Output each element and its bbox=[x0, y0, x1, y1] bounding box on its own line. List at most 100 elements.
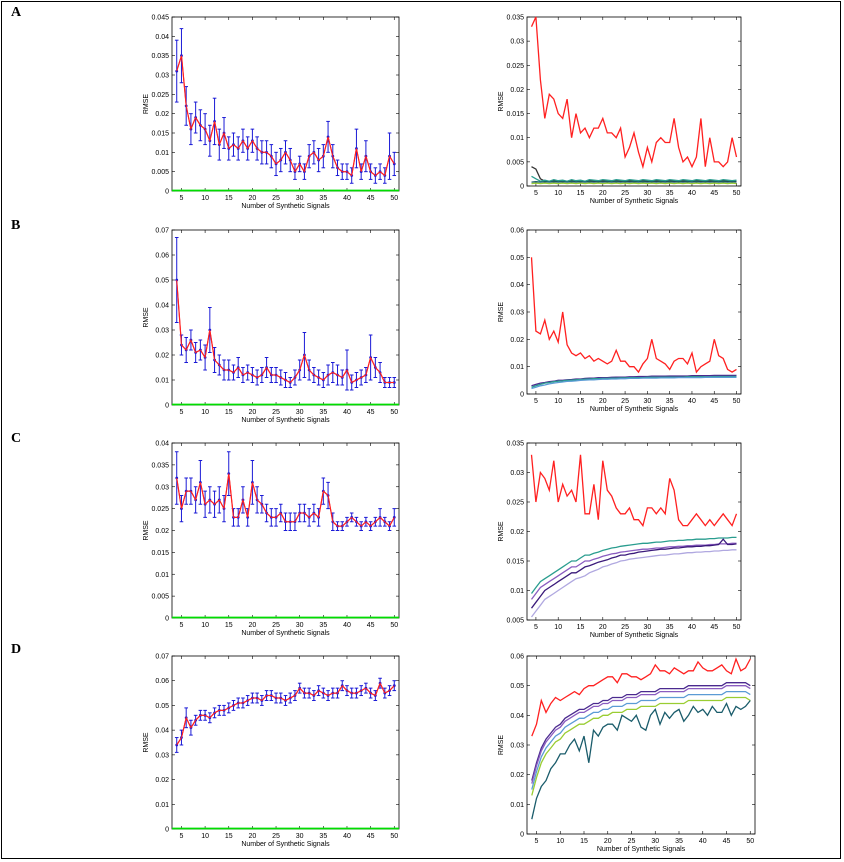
x-tick-label: 15 bbox=[580, 838, 588, 845]
y-tick-label: 0.01 bbox=[510, 135, 524, 142]
x-tick-label: 45 bbox=[710, 190, 718, 197]
y-tick-label: 0.03 bbox=[155, 73, 169, 80]
y-tick-label: 0.005 bbox=[506, 618, 524, 625]
y-tick-label: 0.01 bbox=[155, 378, 169, 385]
series-line bbox=[531, 376, 737, 390]
chart-b-right: 0 0.01 0.02 0.03 0.04 0.05 0.06 5 10 15 20 25 30 35 40… bbox=[498, 228, 742, 413]
series-line bbox=[531, 696, 751, 796]
x-tick-label: 25 bbox=[272, 409, 280, 416]
y-tick-label: 0.05 bbox=[510, 683, 524, 690]
series-line bbox=[176, 279, 395, 384]
x-axis-label: Number of Synthetic Signals bbox=[590, 406, 679, 413]
series-line bbox=[530, 542, 737, 600]
x-tick-label: 50 bbox=[390, 195, 398, 202]
y-tick-label: 0.01 bbox=[510, 588, 524, 595]
y-tick-label: 0.025 bbox=[506, 500, 524, 507]
y-tick-label: 0.015 bbox=[506, 111, 524, 118]
y-tick-label: 0.005 bbox=[151, 594, 169, 601]
y-tick-label: 0.035 bbox=[506, 441, 524, 448]
plot-frame bbox=[171, 655, 400, 830]
plot-frame bbox=[526, 655, 756, 835]
y-tick-label: 0.005 bbox=[151, 169, 169, 176]
y-tick-label: 0.025 bbox=[151, 92, 169, 99]
x-tick-label: 35 bbox=[666, 398, 674, 405]
y-tick-label: 0.05 bbox=[510, 255, 524, 262]
x-axis-label: Number of Synthetic Signals bbox=[241, 630, 330, 637]
x-tick-label: 10 bbox=[201, 409, 209, 416]
series-line bbox=[530, 454, 738, 528]
chart-c-right: 0.005 0.01 0.015 0.02 0.025 0.03 0.035 5 10 15 20 2… bbox=[498, 441, 742, 639]
series-line bbox=[531, 685, 751, 784]
x-tick-label: 30 bbox=[651, 838, 659, 845]
x-tick-label: 10 bbox=[554, 624, 562, 631]
x-tick-label: 10 bbox=[556, 838, 564, 845]
x-tick-label: 50 bbox=[733, 190, 741, 197]
x-tick-label: 45 bbox=[367, 195, 375, 202]
x-tick-label: 5 bbox=[534, 624, 538, 631]
y-tick-label: 0.06 bbox=[510, 654, 524, 661]
x-tick-label: 35 bbox=[666, 624, 674, 631]
y-tick-label: 0.015 bbox=[151, 550, 169, 557]
x-axis-label: Number of Synthetic Signals bbox=[590, 198, 679, 205]
y-tick-label: 0.01 bbox=[510, 802, 524, 809]
x-tick-label: 45 bbox=[710, 624, 718, 631]
y-tick-label: 0.035 bbox=[151, 53, 169, 60]
series-line bbox=[530, 549, 737, 618]
chart-d-right: 0 0.01 0.02 0.03 0.04 0.05 0.06 5 10 15 20 25 30 35 40… bbox=[498, 654, 756, 853]
x-tick-label: 40 bbox=[343, 195, 351, 202]
x-tick-label: 40 bbox=[343, 622, 351, 629]
x-tick-label: 25 bbox=[628, 838, 636, 845]
y-tick-label: 0.025 bbox=[151, 506, 169, 513]
x-tick-label: 25 bbox=[272, 833, 280, 840]
x-tick-label: 15 bbox=[577, 398, 585, 405]
x-tick-label: 5 bbox=[534, 398, 538, 405]
y-tick-label: 0 bbox=[520, 832, 524, 839]
y-tick-label: 0.04 bbox=[510, 713, 524, 720]
y-tick-label: 0.03 bbox=[155, 328, 169, 335]
y-tick-label: 0 bbox=[520, 392, 524, 399]
y-tick-label: 0.02 bbox=[510, 772, 524, 779]
y-tick-label: 0.03 bbox=[510, 310, 524, 317]
series-line bbox=[531, 682, 751, 781]
y-axis-label: RMSE bbox=[498, 91, 505, 112]
x-tick-label: 40 bbox=[688, 398, 696, 405]
plot-frame bbox=[526, 442, 742, 621]
y-tick-label: 0.06 bbox=[155, 253, 169, 260]
chart-d-left: 0 0.01 0.02 0.03 0.04 0.05 0.06 0.07 5 10 15 20 25 30… bbox=[143, 654, 400, 848]
x-tick-label: 45 bbox=[367, 622, 375, 629]
y-tick-label: 0.015 bbox=[506, 559, 524, 566]
x-tick-label: 45 bbox=[367, 833, 375, 840]
series-line bbox=[530, 538, 737, 609]
x-tick-label: 45 bbox=[367, 409, 375, 416]
y-axis-label: RMSE bbox=[143, 520, 150, 541]
y-tick-label: 0.03 bbox=[510, 470, 524, 477]
y-tick-label: 0.005 bbox=[506, 159, 524, 166]
y-tick-label: 0.01 bbox=[155, 802, 169, 809]
x-tick-label: 20 bbox=[604, 838, 612, 845]
x-tick-label: 25 bbox=[272, 195, 280, 202]
y-tick-label: 0 bbox=[165, 827, 169, 834]
y-axis-label: RMSE bbox=[143, 307, 150, 328]
series-line bbox=[176, 681, 395, 746]
y-tick-label: 0.04 bbox=[155, 34, 169, 41]
x-tick-label: 5 bbox=[534, 190, 538, 197]
series-line bbox=[531, 657, 751, 737]
x-tick-label: 50 bbox=[733, 398, 741, 405]
y-tick-label: 0.05 bbox=[155, 278, 169, 285]
y-tick-label: 0.04 bbox=[155, 728, 169, 735]
x-axis-label: Number of Synthetic Signals bbox=[590, 632, 679, 639]
x-tick-label: 40 bbox=[688, 190, 696, 197]
x-tick-label: 10 bbox=[554, 398, 562, 405]
series-line bbox=[176, 55, 395, 177]
y-tick-label: 0.03 bbox=[510, 39, 524, 46]
y-tick-label: 0.045 bbox=[151, 15, 169, 22]
x-tick-label: 20 bbox=[248, 833, 256, 840]
x-tick-label: 35 bbox=[319, 195, 327, 202]
x-tick-label: 30 bbox=[643, 398, 651, 405]
y-tick-label: 0.02 bbox=[155, 528, 169, 535]
y-tick-label: 0.01 bbox=[155, 572, 169, 579]
x-tick-label: 30 bbox=[296, 833, 304, 840]
x-tick-label: 10 bbox=[201, 195, 209, 202]
x-tick-label: 30 bbox=[296, 409, 304, 416]
